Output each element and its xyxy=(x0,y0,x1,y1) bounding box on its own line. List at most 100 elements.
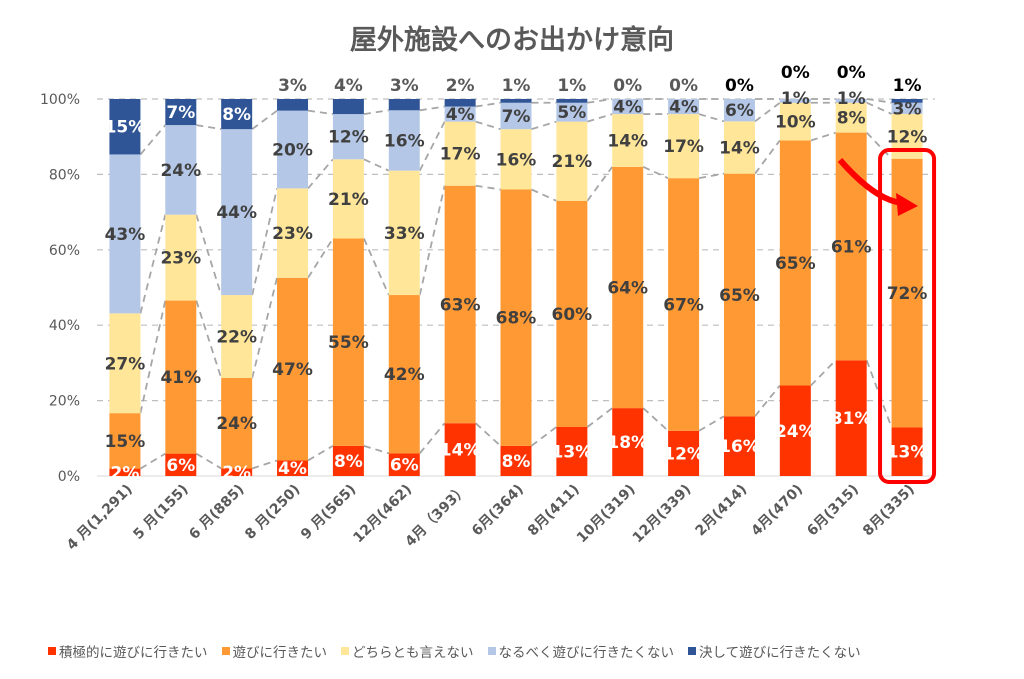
series-line xyxy=(754,139,781,175)
bar-segment xyxy=(556,99,588,103)
x-tick-label: 8 月(250) xyxy=(242,482,303,543)
series-line xyxy=(642,407,669,432)
bar-segment xyxy=(165,125,197,215)
bar-segment xyxy=(332,114,364,160)
bar-segment xyxy=(556,121,588,201)
bar-segment xyxy=(612,166,644,409)
bar-segment xyxy=(165,300,197,454)
x-tick-label: 4 月(1,291) xyxy=(64,482,136,554)
legend-item: どちらとも言えない xyxy=(341,641,474,661)
data-label: 2% xyxy=(110,463,139,483)
bar-segment xyxy=(779,102,811,141)
data-label: 22% xyxy=(216,328,257,348)
bar-segment xyxy=(500,129,532,190)
data-label: 0% xyxy=(613,76,642,96)
bar-segment xyxy=(500,189,532,446)
legend-label: どちらとも言えない xyxy=(352,645,474,661)
legend-item: 遊びに行きたい xyxy=(221,641,327,661)
bar-segment xyxy=(723,99,755,122)
bar-segment xyxy=(891,427,923,476)
bar-segment xyxy=(277,110,309,189)
series-line xyxy=(754,384,781,417)
data-label: 3% xyxy=(390,76,419,96)
x-tick-label: 8月(411) xyxy=(525,482,583,540)
bar-segment xyxy=(500,102,532,130)
data-label: 8% xyxy=(502,452,531,472)
series-line xyxy=(139,300,167,414)
series-line xyxy=(587,113,613,123)
bar-segment xyxy=(332,99,364,115)
series-line xyxy=(587,98,613,104)
highlight-box xyxy=(878,148,937,484)
legend-swatch xyxy=(487,647,496,655)
data-label: 14% xyxy=(440,441,481,461)
data-label: 63% xyxy=(440,295,481,315)
series-line xyxy=(418,121,446,172)
bar-segment xyxy=(723,121,755,174)
x-tick-label: 5 月(155) xyxy=(130,482,191,543)
series-line xyxy=(754,102,781,123)
series-line xyxy=(475,422,502,447)
series-line xyxy=(307,238,334,279)
data-label: 12% xyxy=(663,444,704,464)
series-line xyxy=(307,445,334,462)
data-label: 42% xyxy=(384,365,425,385)
bar-segment xyxy=(109,154,141,314)
data-label: 15% xyxy=(105,118,146,138)
bar-segment xyxy=(668,430,700,476)
data-label: 61% xyxy=(831,237,872,257)
x-tick-label: 6月(364) xyxy=(469,482,527,540)
x-tick-label: 8月(335) xyxy=(860,482,918,540)
bar-segment xyxy=(500,99,532,103)
data-label: 7% xyxy=(166,103,195,123)
data-label: 14% xyxy=(719,139,760,159)
bar-segment xyxy=(221,99,253,130)
series-line xyxy=(419,422,446,454)
legend-swatch xyxy=(221,647,230,655)
x-tick-label: 12月(339) xyxy=(630,482,695,547)
bar-segment xyxy=(612,99,644,115)
data-label: 4% xyxy=(334,76,363,96)
bar-segment xyxy=(221,468,253,476)
y-tick-label: 60% xyxy=(49,243,80,259)
bar-segment xyxy=(165,99,197,126)
data-label: 23% xyxy=(272,224,313,244)
bar-segment xyxy=(332,159,364,239)
series-line xyxy=(251,459,278,470)
data-label: 16% xyxy=(719,437,760,457)
data-label: 67% xyxy=(663,295,704,315)
bar-segment xyxy=(779,385,811,476)
bar-segment xyxy=(388,453,420,476)
legend-swatch xyxy=(48,647,56,655)
data-label: 10% xyxy=(775,113,816,133)
data-label: 55% xyxy=(328,333,369,353)
legend-label: なるべく遊びに行きたくない xyxy=(498,645,675,661)
series-line xyxy=(251,109,278,130)
bar-segment xyxy=(221,129,253,296)
data-label: 8% xyxy=(222,105,251,125)
data-label: 64% xyxy=(607,279,648,299)
series-line xyxy=(866,98,892,104)
bar-segment xyxy=(388,99,420,111)
bar-segment xyxy=(668,114,700,179)
bar-segment xyxy=(891,102,923,114)
data-label: 41% xyxy=(160,368,201,388)
data-label: 33% xyxy=(384,224,425,244)
series-line xyxy=(251,277,278,379)
series-line xyxy=(866,131,893,160)
series-line xyxy=(195,452,222,470)
legend-item: 決して遊びに行きたくない xyxy=(688,641,861,661)
bar-segment xyxy=(388,170,420,296)
series-line xyxy=(642,166,669,179)
series-line xyxy=(530,426,557,447)
data-label: 13% xyxy=(887,443,928,463)
bar-segment xyxy=(388,295,420,454)
x-tick-label: 6 月(885) xyxy=(186,482,247,543)
bar-segment xyxy=(444,106,476,122)
bar-segment xyxy=(835,102,867,133)
data-label: 44% xyxy=(216,203,257,223)
data-label: 0% xyxy=(837,63,866,83)
data-label: 1% xyxy=(837,89,866,109)
legend-label: 積極的に遊びに行きたい xyxy=(59,645,208,661)
